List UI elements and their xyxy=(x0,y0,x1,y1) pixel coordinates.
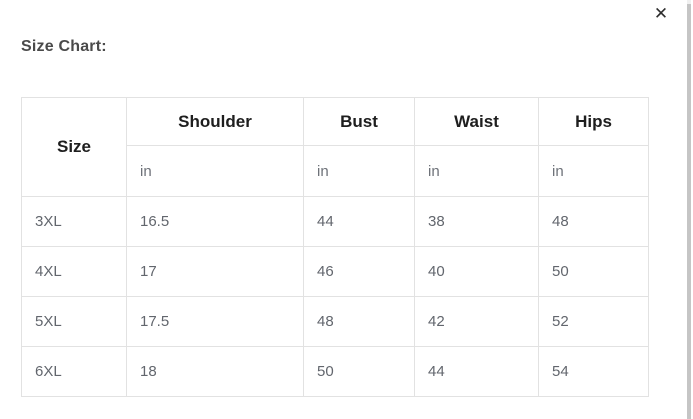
shoulder-cell: 16.5 xyxy=(126,196,304,247)
table-header: Size Shoulder Bust Waist Hips in in in i… xyxy=(21,97,649,197)
waist-cell: 44 xyxy=(414,346,539,397)
column-header-bust: Bust xyxy=(303,97,415,146)
hips-cell: 48 xyxy=(538,196,649,247)
bust-cell: 50 xyxy=(303,346,415,397)
size-cell: 6XL xyxy=(21,346,127,397)
column-header-size: Size xyxy=(21,97,127,197)
table-row: 3XL 16.5 44 38 48 xyxy=(21,196,649,247)
bust-cell: 48 xyxy=(303,296,415,347)
unit-row: in in in in xyxy=(22,145,649,197)
waist-cell: 42 xyxy=(414,296,539,347)
waist-cell: 38 xyxy=(414,196,539,247)
shoulder-cell: 18 xyxy=(126,346,304,397)
close-icon[interactable]: ✕ xyxy=(649,1,673,25)
table-row: 6XL 18 50 44 54 xyxy=(21,346,649,397)
waist-cell: 40 xyxy=(414,246,539,297)
bust-cell: 44 xyxy=(303,196,415,247)
table-row: 4XL 17 46 40 50 xyxy=(21,246,649,297)
shoulder-cell: 17.5 xyxy=(126,296,304,347)
shoulder-cell: 17 xyxy=(126,246,304,297)
unit-cell-waist: in xyxy=(414,145,539,197)
size-cell: 5XL xyxy=(21,296,127,347)
unit-cell-bust: in xyxy=(303,145,415,197)
size-cell: 4XL xyxy=(21,246,127,297)
page-title: Size Chart: xyxy=(21,38,107,55)
size-chart-table: Size Shoulder Bust Waist Hips in in in i… xyxy=(21,97,649,397)
unit-cell-hips: in xyxy=(538,145,649,197)
header-row: Size Shoulder Bust Waist Hips xyxy=(21,97,649,197)
column-header-shoulder: Shoulder xyxy=(126,97,304,146)
hips-cell: 50 xyxy=(538,246,649,297)
hips-cell: 52 xyxy=(538,296,649,347)
column-header-waist: Waist xyxy=(414,97,539,146)
table-row: 5XL 17.5 48 42 52 xyxy=(21,296,649,347)
column-header-hips: Hips xyxy=(538,97,649,146)
bust-cell: 46 xyxy=(303,246,415,297)
size-cell: 3XL xyxy=(21,196,127,247)
unit-cell-shoulder: in xyxy=(126,145,304,197)
hips-cell: 54 xyxy=(538,346,649,397)
scrollbar-thumb[interactable] xyxy=(687,4,691,419)
table-body: 3XL 16.5 44 38 48 4XL 17 46 40 50 5XL 17… xyxy=(21,196,649,397)
